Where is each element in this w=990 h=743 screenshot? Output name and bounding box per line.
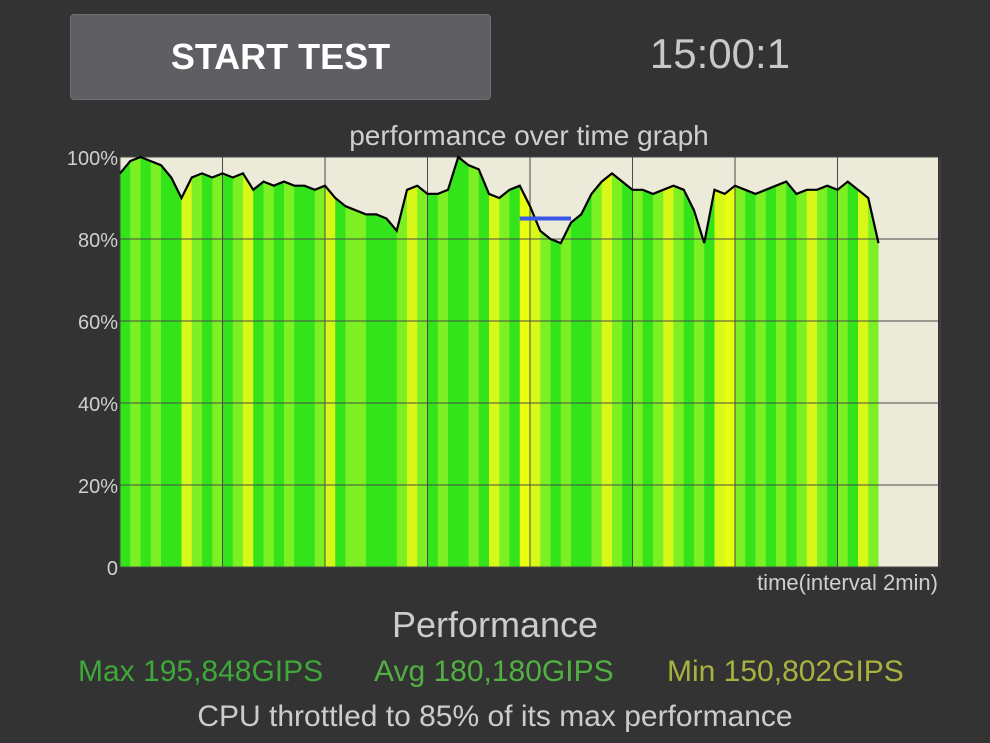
fill-stripe (161, 157, 172, 567)
fill-stripe (366, 157, 377, 567)
timer-display: 15:00:1 (649, 30, 791, 77)
y-tick-label: 80% (78, 230, 118, 252)
fill-stripe (530, 157, 541, 567)
fill-stripe (448, 157, 459, 567)
fill-stripe (140, 157, 152, 567)
fill-stripe (386, 157, 398, 567)
fill-stripe (653, 157, 664, 567)
fill-stripe (376, 157, 387, 567)
fill-stripe (673, 157, 685, 567)
fill-stripe (509, 157, 521, 567)
y-tick-label: 60% (78, 312, 118, 334)
fill-stripe (407, 157, 418, 567)
fill-stripe (171, 157, 182, 567)
start-test-button[interactable]: START TEST (70, 14, 491, 100)
fill-stripe (827, 157, 838, 567)
fill-stripe (202, 157, 213, 567)
fill-stripe (571, 157, 582, 567)
fill-stripe (560, 157, 572, 567)
fill-stripe (243, 157, 254, 567)
fill-stripe (622, 157, 633, 567)
x-axis-label: time(interval 2min) (757, 570, 938, 595)
fill-stripe (396, 157, 408, 567)
fill-stripe (345, 157, 357, 567)
fill-stripe (181, 157, 193, 567)
fill-stripe (786, 157, 797, 567)
max-stat: Max 195,848GIPS (78, 655, 324, 688)
y-tick-label: 0 (107, 558, 118, 580)
fill-stripe (468, 157, 480, 567)
fill-stripe (858, 157, 869, 567)
fill-stripe (735, 157, 746, 567)
fill-stripe (550, 157, 562, 567)
y-tick-label: 40% (78, 394, 118, 416)
avg-stat: Avg 180,180GIPS (374, 655, 614, 688)
fill-stripe (847, 157, 859, 567)
fill-stripe (519, 157, 531, 567)
fill-stripe (755, 157, 767, 567)
fill-stripe (642, 157, 654, 567)
fill-stripe (704, 157, 715, 567)
fill-stripe (325, 157, 336, 567)
fill-stripe (837, 157, 849, 567)
area-fill (120, 157, 879, 567)
fill-stripe (263, 157, 275, 567)
fill-stripe (591, 157, 603, 567)
fill-stripe (632, 157, 644, 567)
fill-stripe (427, 157, 439, 567)
fill-stripe (253, 157, 264, 567)
throttle-message: CPU throttled to 85% of its max performa… (197, 700, 793, 733)
fill-stripe (765, 157, 777, 567)
fill-stripe (499, 157, 510, 567)
fill-stripe (612, 157, 623, 567)
fill-stripe (683, 157, 695, 567)
fill-stripe (130, 157, 141, 567)
fill-stripe (212, 157, 223, 567)
fill-stripe (776, 157, 787, 567)
fill-stripe (314, 157, 326, 567)
fill-stripe (304, 157, 316, 567)
fill-stripe (191, 157, 203, 567)
fill-stripe (694, 157, 705, 567)
fill-stripe (284, 157, 295, 567)
min-stat: Min 150,802GIPS (667, 655, 904, 688)
fill-stripe (540, 157, 551, 567)
fill-stripe (745, 157, 756, 567)
fill-stripe (458, 157, 469, 567)
grid-lines (119, 156, 941, 568)
fill-stripe (355, 157, 367, 567)
fill-stripe (417, 157, 428, 567)
fill-stripe (222, 157, 234, 567)
fill-stripe (150, 157, 162, 567)
fill-stripe (806, 157, 818, 567)
fill-stripe (724, 157, 736, 567)
fill-stripe (120, 157, 131, 567)
fill-stripe (273, 157, 285, 567)
fill-stripe (581, 157, 592, 567)
fill-stripe (437, 157, 449, 567)
performance-title: Performance (391, 604, 599, 645)
fill-stripe (601, 157, 613, 567)
y-axis-ticks: 0 20% 40% 60% 80% 100% (67, 148, 118, 580)
performance-chart: 0 20% 40% 60% 80% 100% (67, 148, 941, 580)
fill-stripe (714, 157, 726, 567)
fill-stripe (489, 157, 500, 567)
chart-title: performance over time graph (349, 120, 709, 151)
fill-stripe (796, 157, 808, 567)
fill-stripe (294, 157, 305, 567)
fill-stripe (232, 157, 244, 567)
fill-stripe (478, 157, 490, 567)
fill-stripe (817, 157, 828, 567)
y-tick-label: 20% (78, 476, 118, 498)
series-line (119, 155, 880, 245)
y-tick-label: 100% (67, 148, 118, 170)
fill-stripe (335, 157, 346, 567)
fill-stripe (868, 157, 879, 567)
fill-stripe (663, 157, 674, 567)
